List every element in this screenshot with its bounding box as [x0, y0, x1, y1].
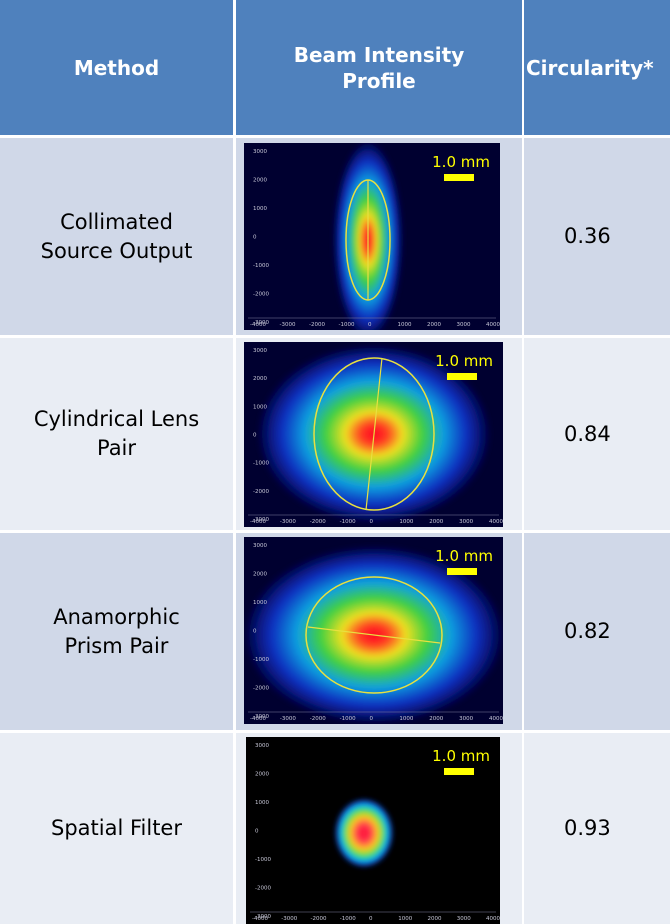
- header-cell: Circularity*: [524, 0, 670, 135]
- header-cell: Method: [0, 0, 233, 135]
- cell-line: Beam Intensity: [294, 42, 465, 68]
- image-y-tick: 3000: [253, 348, 267, 354]
- beam-image: 1.0 mm 3000 2000 1000 0 -1000 -2000 -3000 -4000 -…: [244, 143, 500, 330]
- image-y-tick: 2000: [255, 772, 269, 778]
- image-x-tick: 1000: [399, 716, 413, 722]
- image-x-tick: 0: [370, 716, 374, 722]
- image-y-tick: -1000: [253, 657, 269, 663]
- scale-bar: [444, 174, 474, 181]
- scale-label: 1.0 mm: [435, 547, 493, 565]
- cell-line: Anamorphic: [53, 603, 180, 632]
- image-x-tick: -4000: [252, 916, 268, 922]
- image-x-tick: -4000: [250, 519, 266, 525]
- image-x-tick: 4000: [486, 322, 500, 328]
- image-x-tick: -2000: [310, 519, 326, 525]
- image-y-tick: -1000: [255, 857, 271, 863]
- image-y-tick: -2000: [255, 886, 271, 892]
- image-y-tick: 2000: [253, 572, 267, 578]
- scale-label: 1.0 mm: [432, 747, 490, 765]
- circularity-cell: 0.82: [524, 533, 670, 730]
- image-y-tick: -2000: [253, 686, 269, 692]
- cell-line: Cylindrical Lens: [34, 405, 199, 434]
- image-y-tick: 1000: [255, 800, 269, 806]
- cell-line: Circularity*: [526, 55, 654, 81]
- image-x-tick: 0: [369, 916, 373, 922]
- circularity-cell: 0.93: [524, 733, 670, 924]
- image-y-tick: 0: [255, 829, 259, 835]
- image-y-tick: 1000: [253, 600, 267, 606]
- image-y-tick: 3000: [253, 149, 267, 155]
- image-y-tick: 3000: [255, 743, 269, 749]
- image-y-tick: -2000: [253, 489, 269, 495]
- image-x-tick: 1000: [398, 916, 412, 922]
- image-x-tick: -1000: [340, 519, 356, 525]
- circularity-cell: 0.84: [524, 338, 670, 530]
- image-x-tick: 3000: [457, 322, 471, 328]
- image-x-tick: 2000: [427, 322, 441, 328]
- image-x-tick: -4000: [250, 716, 266, 722]
- scale-bar: [447, 568, 477, 575]
- cell-line: Profile: [342, 68, 416, 94]
- cell-line: Pair: [97, 434, 136, 463]
- cell-line: Spatial Filter: [51, 814, 182, 843]
- image-y-tick: 3000: [253, 543, 267, 549]
- image-y-tick: 2000: [253, 376, 267, 382]
- image-x-tick: 3000: [457, 916, 471, 922]
- image-x-tick: -1000: [340, 716, 356, 722]
- header-cell: Beam IntensityProfile: [236, 0, 522, 135]
- image-x-tick: -1000: [339, 322, 355, 328]
- image-y-tick: 2000: [253, 178, 267, 184]
- image-x-tick: -3000: [281, 916, 297, 922]
- scale-bar: [444, 768, 474, 775]
- beam: [336, 800, 392, 866]
- beam-image: 1.0 mm 3000 2000 1000 0 -1000 -2000 -3000 -4000 -…: [244, 537, 503, 724]
- image-y-tick: -1000: [253, 263, 269, 269]
- scale-label: 1.0 mm: [432, 153, 490, 171]
- image-x-tick: -4000: [250, 322, 266, 328]
- scale-label: 1.0 mm: [435, 352, 493, 370]
- image-x-tick: -2000: [311, 916, 327, 922]
- image-x-tick: 2000: [429, 716, 443, 722]
- image-x-tick: 3000: [459, 519, 473, 525]
- scale-bar: [447, 373, 477, 380]
- beam-image: 1.0 mm 3000 2000 1000 0 -1000 -2000 -3000 -4000 -…: [244, 342, 503, 527]
- image-x-tick: 3000: [459, 716, 473, 722]
- image-y-tick: 0: [253, 235, 257, 241]
- image-y-tick: 0: [253, 629, 257, 635]
- image-y-tick: 0: [253, 433, 257, 439]
- image-x-tick: 0: [370, 519, 374, 525]
- image-x-tick: 0: [368, 322, 372, 328]
- image-x-tick: -2000: [309, 322, 325, 328]
- image-y-tick: -2000: [253, 292, 269, 298]
- image-x-tick: 1000: [399, 519, 413, 525]
- image-x-tick: -1000: [340, 916, 356, 922]
- image-x-tick: 4000: [489, 716, 503, 722]
- image-x-tick: -3000: [280, 716, 296, 722]
- beam-image: 1.0 mm 3000 2000 1000 0 -1000 -2000 -3000 -4000 -…: [246, 737, 500, 924]
- image-y-tick: -1000: [253, 461, 269, 467]
- image-x-tick: 4000: [489, 519, 503, 525]
- image-x-tick: -3000: [280, 322, 296, 328]
- image-x-tick: 1000: [398, 322, 412, 328]
- cell-line: Source Output: [41, 237, 193, 266]
- image-x-tick: 2000: [428, 916, 442, 922]
- image-x-tick: 2000: [429, 519, 443, 525]
- image-y-tick: 1000: [253, 206, 267, 212]
- cell-line: Method: [74, 55, 159, 81]
- image-x-tick: -2000: [310, 716, 326, 722]
- method-cell: Spatial Filter: [0, 733, 233, 924]
- circularity-cell: 0.36: [524, 138, 670, 335]
- image-x-tick: -3000: [280, 519, 296, 525]
- cell-line: Collimated: [60, 208, 173, 237]
- image-y-tick: 1000: [253, 404, 267, 410]
- image-x-tick: 4000: [486, 916, 500, 922]
- page: MethodBeam IntensityProfileCircularity*C…: [0, 0, 670, 924]
- cell-line: Prism Pair: [65, 632, 169, 661]
